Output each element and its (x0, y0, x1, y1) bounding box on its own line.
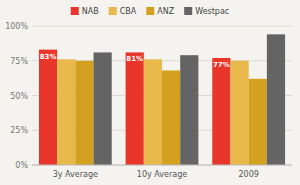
data-label: 81% (126, 55, 143, 63)
bar (162, 70, 180, 165)
legend-label: NAB (82, 7, 99, 16)
data-label: 77% (213, 61, 230, 69)
y-tick-label: 0% (15, 161, 28, 170)
bar (39, 50, 57, 165)
bar (57, 59, 75, 165)
y-tick-label: 50% (10, 92, 28, 101)
y-tick-label: 75% (10, 57, 28, 66)
y-tick-label: 100% (5, 22, 28, 31)
legend-swatch (109, 7, 117, 15)
grid-line (32, 165, 292, 166)
bar (230, 61, 248, 165)
x-tick-label: 3y Average (53, 170, 98, 179)
data-labels: 83% 81% 77% (40, 53, 230, 69)
legend: NAB CBA ANZ Westpac (71, 7, 229, 16)
grid-line (32, 26, 292, 27)
bar (180, 55, 198, 165)
data-label: 83% (40, 53, 57, 61)
y-tick-label: 25% (10, 126, 28, 135)
background (0, 0, 300, 185)
x-axis-line (32, 165, 292, 166)
bar (249, 79, 267, 165)
x-tick-label: 2009 (238, 170, 258, 179)
legend-swatch (71, 7, 79, 15)
bars (39, 34, 285, 165)
legend-swatch (146, 7, 154, 15)
chart: 0% 25% 50% 75% 100% 83% 81% 77% 3y Average 10y Av… (0, 0, 300, 185)
bar (212, 58, 230, 165)
bar (94, 52, 112, 165)
bar (144, 59, 162, 165)
bar (267, 34, 285, 165)
legend-label: Westpac (195, 7, 229, 16)
legend-label: ANZ (157, 7, 174, 16)
legend-label: CBA (120, 7, 137, 16)
x-tick-label: 10y Average (137, 170, 187, 179)
bar (126, 52, 144, 165)
legend-swatch (184, 7, 192, 15)
bar (75, 61, 93, 165)
